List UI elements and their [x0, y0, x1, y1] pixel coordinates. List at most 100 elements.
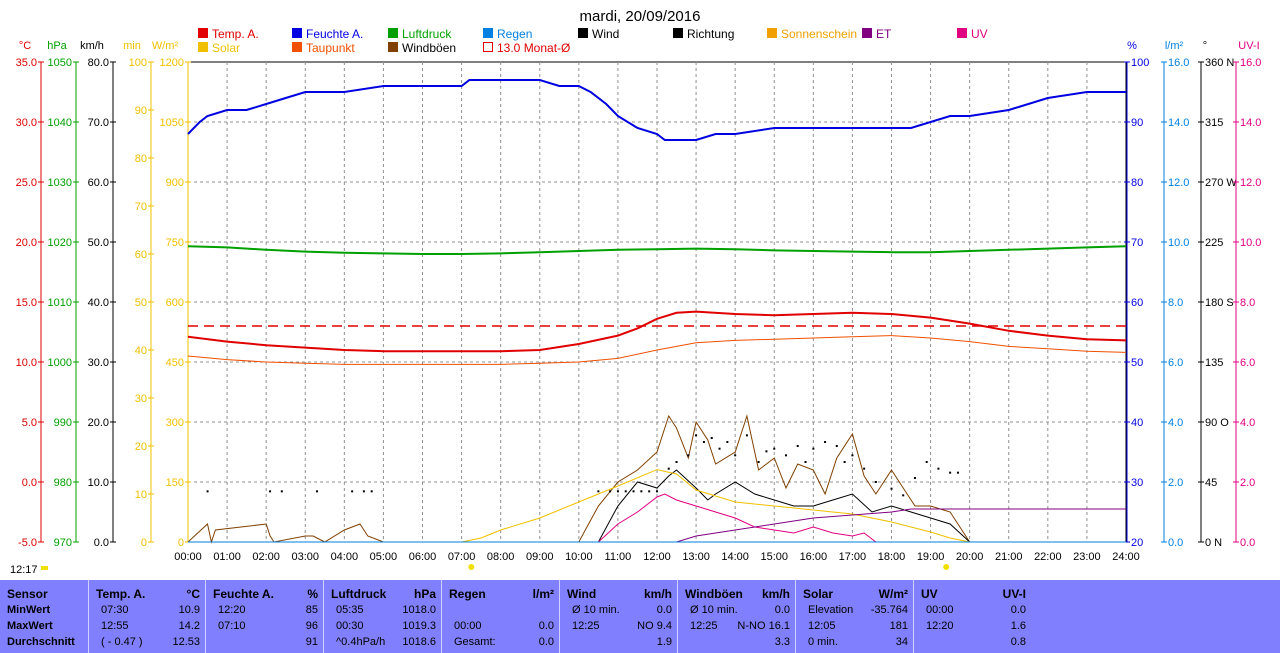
direction-point	[843, 461, 846, 463]
x-tick-label: 02:00	[252, 551, 280, 563]
legend-swatch	[292, 28, 302, 38]
series-line-feuchte-a-	[187, 79, 1126, 141]
direction-point	[824, 441, 827, 443]
direction-point	[702, 441, 705, 443]
x-tick-label: 09:00	[526, 551, 554, 563]
axis-tick-label-solar: 1050	[160, 117, 184, 129]
direction-point	[913, 477, 916, 479]
legend-label: 13.0 Monat-Ø	[497, 41, 570, 55]
series-line-temp-a-	[187, 310, 1127, 353]
x-tick-label: 00:00	[174, 551, 202, 563]
summary-unit: l/m²	[532, 587, 554, 601]
direction-point	[206, 490, 209, 493]
axis-tick-label-temp: 25.0	[16, 177, 37, 189]
axis-tick-label-solar: 450	[166, 357, 184, 369]
summary-cell-label: Durchschnitt	[7, 636, 75, 648]
legend-label: Wind	[592, 27, 619, 41]
axis-unit-press: hPa	[47, 40, 67, 52]
legend-swatch	[388, 28, 398, 38]
direction-point	[351, 490, 354, 493]
legend-swatch	[388, 42, 398, 52]
direction-point	[269, 490, 272, 493]
axis-tick-label-min: 80	[135, 153, 147, 165]
summary-cell-value: 0.0	[774, 604, 790, 616]
summary-unit: km/h	[643, 587, 672, 601]
axis-tick-label-press: 1030	[48, 177, 72, 189]
axis-tick-label-wind: 80.0	[88, 57, 109, 69]
sun-marker-icon	[41, 566, 48, 570]
summary-header: Wind	[567, 587, 597, 601]
x-tick-label: 05:00	[370, 551, 398, 563]
series-line-wind	[188, 469, 1126, 543]
direction-point	[796, 445, 799, 447]
direction-point	[632, 490, 635, 493]
summary-cell-label: 07:30	[101, 604, 129, 616]
summary-header: Regen	[449, 587, 486, 601]
x-tick-label: 22:00	[1034, 551, 1062, 563]
direction-point	[616, 490, 619, 493]
x-tick-label: 06:00	[409, 551, 437, 563]
summary-column: Regen l/m² 00:00 0.0 Gesamt: 0.0	[441, 580, 560, 653]
axis-tick-label-min: 10	[135, 489, 147, 501]
x-tick-label: 18:00	[878, 551, 906, 563]
axis-tick-label-rain: 2.0	[1168, 477, 1183, 489]
summary-column: Temp. A. °C 07:30 10.9 12:55 14.2 ( - 0.47 ) 12…	[88, 580, 206, 653]
summary-cell-label: 07:10	[218, 620, 246, 632]
axis-tick-label-min: 100	[129, 57, 147, 69]
summary-cell-value: 0.8	[1010, 636, 1026, 648]
axis-tick-label-wind: 40.0	[88, 297, 109, 309]
legend-swatch	[198, 28, 208, 38]
summary-column: Feuchte A.% 12:20 85 07:10 96 91	[205, 580, 324, 653]
summary-header: Solar	[803, 587, 834, 601]
summary-unit: °C	[186, 587, 200, 601]
axis-tick-label-rain: 14.0	[1168, 117, 1189, 129]
direction-point	[640, 490, 643, 493]
axis-tick-label-rain: 10.0	[1168, 237, 1189, 249]
summary-column: Solar W/m² Elevation -35.764 12:05 181 0 min. 3…	[795, 580, 914, 653]
axis-tick-label-wind: 70.0	[88, 117, 109, 129]
axis-unit-solar: W/m²	[152, 40, 179, 52]
direction-point	[710, 437, 713, 439]
axis-unit-hum: %	[1127, 40, 1137, 52]
summary-header: Feuchte A.	[213, 587, 274, 601]
axis-tick-label-uv: 0.0	[1240, 537, 1255, 549]
series-line-et	[188, 508, 1126, 543]
summary-cell-value: 0.0	[538, 620, 554, 632]
axis-tick-label-min: 20	[135, 441, 147, 453]
axis-tick-label-uv: 10.0	[1240, 237, 1261, 249]
direction-point	[687, 454, 690, 457]
summary-cell-label: 12:20	[218, 604, 246, 616]
direction-point	[609, 490, 612, 493]
series-line-windb-en	[187, 414, 1126, 544]
axis-tick-label-solar: 600	[166, 297, 184, 309]
summary-table: Sensor MinWert MaxWert Durchschnitt Temp. A.…	[0, 580, 1280, 653]
axis-tick-label-min: 70	[135, 201, 147, 213]
axis-tick-label-dir: 90 O	[1205, 417, 1229, 429]
legend-label: Richtung	[687, 27, 734, 41]
axis-tick-label-uv: 16.0	[1240, 57, 1261, 69]
summary-header: UV	[921, 587, 938, 601]
summary-header: Windböen	[685, 587, 743, 601]
summary-cell-value: 85	[305, 604, 318, 616]
summary-cell-value: 0.0	[1010, 604, 1026, 616]
x-tick-label: 19:00	[917, 551, 945, 563]
axis-tick-label-press: 970	[54, 537, 72, 549]
x-tick-label: 24:00	[1112, 551, 1140, 563]
direction-point	[648, 490, 651, 493]
axis-tick-label-hum: 70	[1131, 237, 1143, 249]
summary-cell-value: 0.0	[656, 604, 672, 616]
legend-label: Regen	[497, 27, 532, 41]
axis-tick-label-press: 990	[54, 417, 72, 429]
legend-swatch	[578, 28, 588, 38]
axis-tick-label-min: 60	[135, 249, 147, 261]
summary-cell-label: Ø 10 min.	[690, 604, 738, 616]
axis-tick-label-press: 1020	[48, 237, 72, 249]
legend-label: UV	[971, 27, 988, 41]
axis-tick-label-dir: 270 W	[1205, 177, 1237, 189]
legend-swatch	[767, 28, 777, 38]
summary-cell-value: 91	[305, 636, 318, 648]
legend-label: Taupunkt	[306, 41, 355, 55]
x-tick-label: 04:00	[331, 551, 359, 563]
x-tick-label: 21:00	[995, 551, 1023, 563]
axis-tick-label-solar: 0	[178, 537, 184, 549]
